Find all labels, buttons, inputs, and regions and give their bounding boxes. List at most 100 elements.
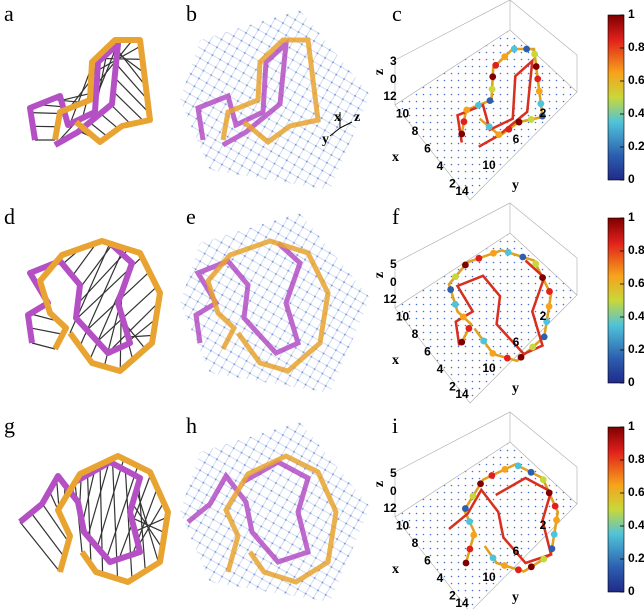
rung — [89, 121, 108, 138]
z-tick: 0 — [390, 275, 397, 289]
site — [539, 274, 546, 282]
y-tick: 6 — [513, 335, 520, 349]
site — [531, 50, 539, 58]
site — [540, 555, 548, 563]
lattice-strands — [186, 453, 339, 585]
site — [543, 318, 551, 326]
panel-label: i — [392, 413, 398, 438]
site — [466, 545, 474, 553]
colorbar-tick-label: 0 — [628, 375, 635, 389]
panel: h — [180, 413, 370, 602]
lattice-strands — [195, 37, 321, 148]
colorbar-tick-label: 0 — [628, 172, 635, 186]
z-tick: 5 — [390, 257, 397, 271]
site — [495, 131, 503, 139]
z-label: z — [372, 481, 387, 487]
y-tick: 14 — [455, 596, 469, 609]
site — [504, 248, 512, 256]
colorbar-tick-label: 0.6 — [628, 485, 644, 499]
rung — [99, 113, 119, 130]
site — [532, 63, 540, 70]
panel-label: g — [4, 413, 15, 438]
site — [458, 130, 466, 138]
site — [486, 97, 494, 105]
x-tick: 8 — [412, 536, 419, 550]
box-edges — [394, 411, 578, 517]
strand-path — [448, 476, 553, 565]
x-tick: 12 — [383, 292, 397, 306]
z-tick: 3 — [390, 54, 397, 68]
site — [452, 273, 459, 281]
x-tick: 12 — [383, 89, 397, 103]
orange-strand — [220, 37, 321, 146]
y-tick: 10 — [482, 570, 496, 584]
site — [470, 531, 478, 539]
lattice-strands — [193, 238, 331, 374]
colorbar-tick-label: 0.2 — [628, 342, 644, 356]
colorbar — [607, 14, 625, 181]
x-tick: 8 — [412, 124, 419, 138]
rung — [115, 63, 148, 100]
x-tick: 2 — [449, 380, 456, 394]
purple-strand — [18, 459, 143, 565]
site — [465, 325, 473, 332]
panel: b x z y — [180, 1, 370, 190]
panel-label: d — [4, 204, 15, 229]
purple-strand — [186, 459, 311, 565]
site — [532, 260, 540, 268]
site — [545, 489, 553, 497]
rung — [99, 467, 104, 575]
box-edges — [394, 202, 578, 308]
colorbar-tick-label: 1 — [628, 210, 635, 224]
rung — [124, 470, 133, 580]
site — [463, 106, 471, 114]
x-tick: 4 — [437, 362, 444, 376]
rung — [31, 342, 56, 350]
x-tick: 4 — [437, 159, 444, 173]
site — [538, 112, 546, 120]
site — [460, 118, 468, 126]
site — [462, 559, 470, 567]
lattice — [180, 422, 370, 602]
site — [550, 530, 558, 538]
site — [489, 554, 497, 562]
site — [489, 350, 497, 357]
colorbar-tick-label: 0.4 — [628, 106, 644, 120]
orange-strand — [52, 37, 153, 145]
rung — [101, 57, 143, 60]
rung — [112, 90, 145, 122]
x-label: x — [392, 150, 399, 165]
y-tick: 2 — [540, 309, 547, 323]
site — [514, 462, 522, 470]
site — [503, 354, 511, 362]
x-label: x — [392, 353, 399, 368]
site — [546, 288, 553, 295]
panel: d — [4, 204, 163, 374]
site — [534, 75, 542, 83]
y-tick: 6 — [513, 132, 520, 146]
x-tick: 6 — [424, 554, 431, 568]
rung — [29, 327, 63, 335]
site — [492, 61, 500, 69]
panel-label: f — [392, 204, 400, 229]
y-label: y — [512, 381, 519, 396]
panel: a — [4, 1, 153, 148]
lattice — [180, 10, 370, 190]
colorbar-tick-label: 0.8 — [628, 452, 644, 466]
site — [515, 566, 522, 574]
strand-path — [454, 259, 546, 356]
orange-strand — [205, 238, 331, 374]
colorbar-tick-label: 0 — [628, 584, 635, 598]
x-tick: 6 — [424, 345, 431, 359]
y-tick: 6 — [513, 544, 520, 558]
site — [474, 101, 482, 109]
site — [458, 338, 466, 346]
site — [475, 254, 483, 262]
rung — [86, 474, 92, 565]
site — [489, 73, 497, 81]
colorbar-tick-label: 0.6 — [628, 276, 644, 290]
rung — [128, 334, 154, 338]
purple-strand — [195, 37, 290, 148]
